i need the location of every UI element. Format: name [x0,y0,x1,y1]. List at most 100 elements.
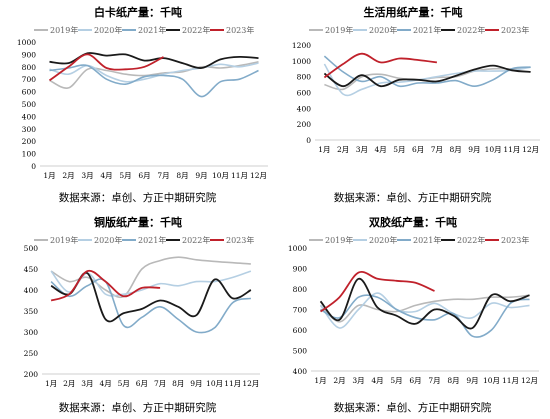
x-tick-label: 12月 [250,171,267,180]
series-line-2023年 [48,53,164,82]
x-tick-label: 11月 [224,379,241,388]
y-tick-label: 500 [293,347,308,356]
x-tick-label: 9月 [190,379,202,388]
y-tick-label: 800 [293,285,308,294]
y-tick-label: 400 [293,367,308,376]
y-tick-label: 700 [22,75,37,84]
chart-coated-production: 铜版纸产量：千吨 2019年 2020年 2021年 2022年 2023年 200 250 3… [24,215,260,388]
chart-title: 白卡纸产量：千吨 [94,5,182,19]
x-tick-label: 4月 [374,145,386,154]
y-tick-label: 450 [24,265,39,274]
legend-entry: 2022年 [457,235,485,245]
x-tick-label: 10月 [485,145,502,154]
x-tick-label: 11月 [503,145,520,154]
x-tick-label: 4月 [99,379,111,388]
x-tick-label: 10月 [483,376,500,385]
x-tick-label: 3月 [81,379,93,388]
x-tick-label: 10月 [212,171,229,180]
y-tick-label: 300 [22,125,37,134]
series-line-2023年 [50,269,161,302]
x-tick-label: 6月 [136,379,148,388]
series-line-2020年 [323,63,531,97]
legend-entry: 2021年 [138,235,166,245]
y-tick-label: 700 [293,306,308,315]
x-tick-label: 6月 [412,145,424,154]
y-tick-label: 0 [306,136,311,145]
x-tick-label: 9月 [195,171,207,180]
x-tick-label: 1月 [45,379,57,388]
legend-entry: 2019年 [50,235,78,245]
chart-title: 双胶纸产量：千吨 [369,215,457,229]
series-line-2021年 [49,64,259,98]
y-tick-label: 400 [22,112,37,121]
legend-entry: 2023年 [226,25,254,35]
x-tick-label: 4月 [371,376,383,385]
x-tick-label: 5月 [390,376,402,385]
series-line-2022年 [319,277,530,330]
chart-panel-coated: 铜版纸产量：千吨 2019年 2020年 2021年 2022年 2023年 200 250 3… [0,210,275,419]
x-tick-label: 12月 [522,145,539,154]
y-tick-label: 350 [24,307,39,316]
source-note: 数据来源：卓创、方正中期研究院 [333,402,492,414]
x-tick-label: 8月 [447,376,459,385]
series-line-2022年 [323,64,531,88]
x-tick-label: 8月 [449,145,461,154]
chart-tissue-production: 生活用纸产量：千吨 2019年 2020年 2021年 2022年 2023年 0 200 40… [292,5,540,154]
x-tick-label: 8月 [176,171,188,180]
x-tick-label: 2月 [63,379,75,388]
y-tick-label: 400 [24,286,39,295]
series-line-2020年 [319,292,530,329]
chart-panel-tissue: 生活用纸产量：千吨 2019年 2020年 2021年 2022年 2023年 0 200 40… [275,0,550,209]
chart-title: 生活用纸产量：千吨 [364,5,463,19]
series-line-2023年 [319,271,435,313]
series-line-2021年 [50,278,252,334]
legend-entry: 2022年 [182,25,210,35]
legend-entry: 2022年 [182,235,210,245]
source-note: 数据来源：卓创、方正中期研究院 [333,192,492,204]
y-tick-label: 200 [22,137,37,146]
series-line-2021年 [320,294,530,338]
legend-entry: 2019年 [325,25,353,35]
chart-panel-offset: 双胶纸产量：千吨 2019年 2020年 2021年 2022年 2023年 400 500 6… [275,210,550,419]
x-tick-label: 5月 [118,379,130,388]
x-tick-label: 3月 [81,171,93,180]
x-tick-label: 9月 [466,376,478,385]
x-tick-label: 6月 [409,376,421,385]
source-note: 数据来源：卓创、方正中期研究院 [58,402,217,414]
legend-entry: 2020年 [369,25,397,35]
y-tick-label: 600 [22,88,37,97]
x-tick-label: 4月 [100,171,112,180]
x-tick-label: 7月 [431,145,443,154]
x-tick-label: 2月 [62,171,74,180]
legend-entry: 2022年 [457,25,485,35]
y-tick-label: 900 [293,265,308,274]
y-tick-label: 400 [297,104,312,113]
y-tick-label: 300 [24,328,39,337]
legend-entry: 2021年 [413,25,441,35]
x-tick-label: 7月 [157,171,169,180]
x-tick-label: 5月 [393,145,405,154]
x-tick-label: 5月 [119,171,131,180]
x-tick-label: 7月 [154,379,166,388]
chart-offset-production: 双胶纸产量：千吨 2019年 2020年 2021年 2022年 2023年 400 500 6… [288,215,539,385]
y-tick-label: 250 [24,349,39,358]
y-tick-label: 600 [293,326,308,335]
x-tick-label: 9月 [468,145,480,154]
y-tick-label: 800 [297,73,312,82]
legend-entry: 2023年 [501,25,529,35]
legend-entry: 2020年 [369,235,397,245]
y-tick-label: 200 [297,120,312,129]
x-tick-label: 1月 [314,376,326,385]
x-tick-label: 7月 [428,376,440,385]
source-note: 数据来源：卓创、方正中期研究院 [58,192,217,204]
series-line-2019年 [50,256,251,299]
y-tick-label: 800 [22,63,37,72]
x-tick-label: 1月 [318,145,330,154]
y-tick-label: 900 [22,50,37,59]
x-tick-label: 10月 [206,379,223,388]
legend-entry: 2020年 [94,235,122,245]
x-tick-label: 12月 [521,376,538,385]
y-tick-label: 1000 [292,57,311,66]
chart-panel-white-card: 白卡纸产量：千吨 2019年 2020年 2021年 2022年 2023年 0 100 200… [0,0,275,209]
y-tick-label: 0 [31,162,36,171]
